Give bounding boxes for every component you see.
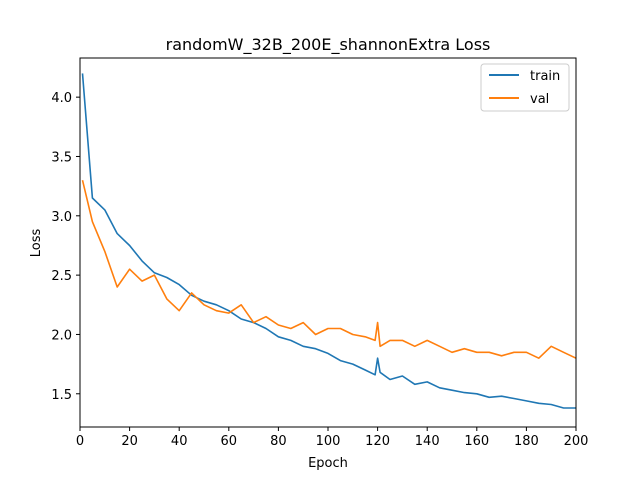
x-tick-label: 140 — [415, 434, 440, 449]
x-tick-label: 40 — [171, 434, 188, 449]
y-tick-label: 2.5 — [51, 269, 72, 284]
legend-label-train: train — [530, 69, 560, 84]
x-axis: 0 20 40 60 80 100 120 140 160 180 200 — [76, 427, 589, 449]
x-tick-label: 80 — [270, 434, 287, 449]
x-axis-label: Epoch — [308, 456, 348, 471]
y-tick-label: 3.0 — [51, 210, 72, 225]
y-tick-label: 2.0 — [51, 328, 72, 343]
y-tick-label: 3.5 — [51, 150, 72, 165]
x-tick-label: 20 — [121, 434, 138, 449]
x-tick-label: 120 — [365, 434, 390, 449]
plot-lines — [81, 73, 577, 409]
x-tick-label: 160 — [464, 434, 489, 449]
x-tick-label: 180 — [514, 434, 539, 449]
y-tick-label: 1.5 — [51, 388, 72, 403]
x-tick-label: 0 — [76, 434, 84, 449]
legend: train val — [480, 63, 570, 112]
x-tick-label: 200 — [564, 434, 589, 449]
y-tick-label: 4.0 — [51, 91, 72, 106]
x-tick-label: 60 — [221, 434, 238, 449]
series-line-val — [81, 180, 577, 360]
legend-label-val: val — [530, 92, 549, 107]
y-axis: 1.5 2.0 2.5 3.0 3.5 4.0 — [51, 91, 80, 403]
series-line-train — [81, 73, 576, 409]
x-tick-label: 100 — [316, 434, 341, 449]
chart-title: randomW_32B_200E_shannonExtra Loss — [166, 35, 491, 55]
y-axis-label: Loss — [29, 229, 44, 258]
